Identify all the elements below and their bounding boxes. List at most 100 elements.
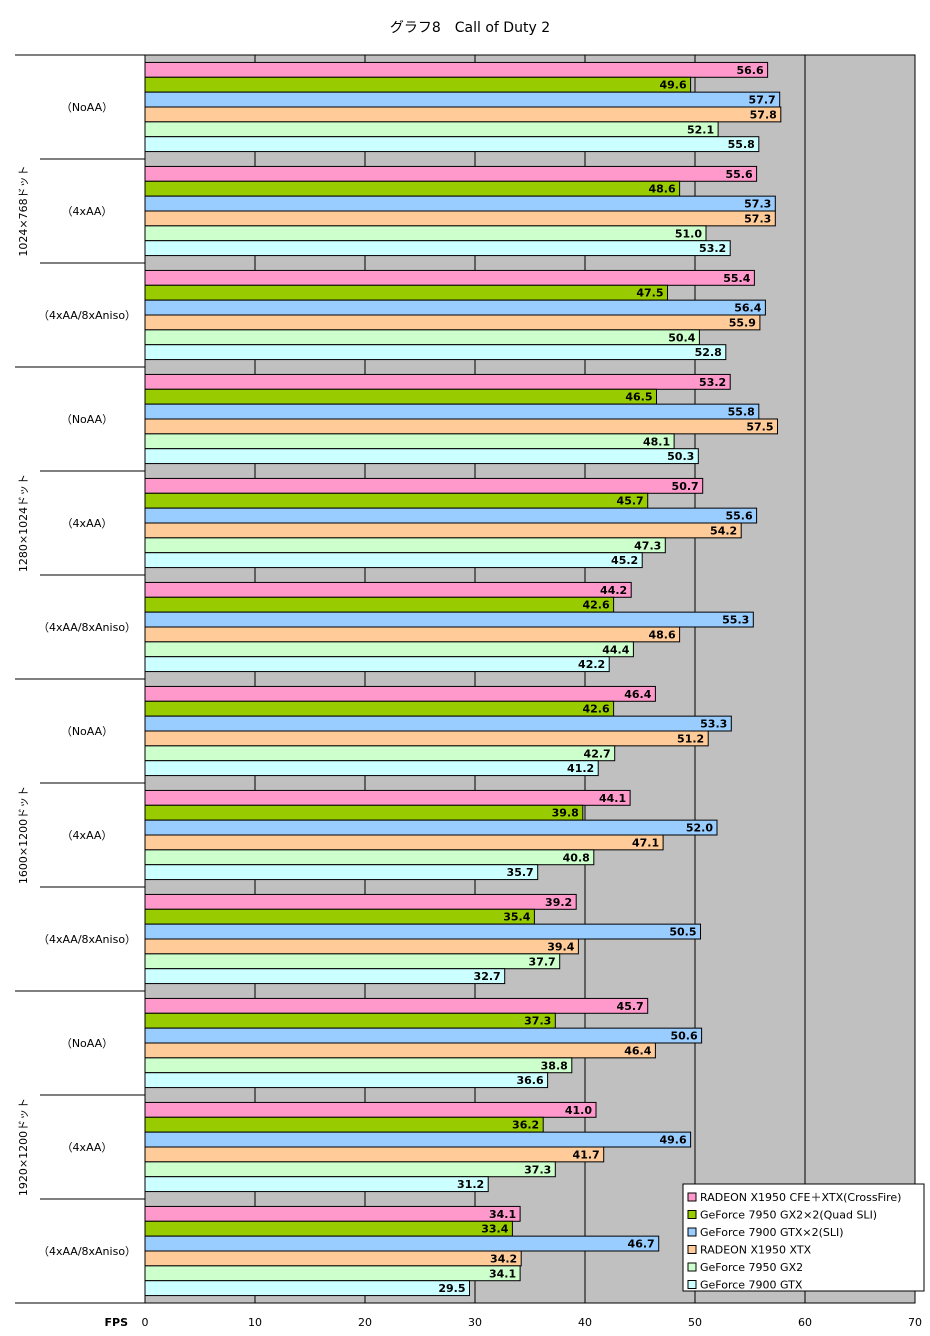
- data-label: 46.5: [625, 391, 652, 404]
- bar: [144, 715, 732, 732]
- bar: [144, 299, 766, 316]
- bar: [144, 448, 699, 465]
- legend-swatch: [687, 1262, 697, 1272]
- bar: [144, 210, 776, 227]
- category-labels: 1024×768ドット （NoAA） （4xAA） （4xAA/8xAniso） 128…: [15, 54, 145, 1304]
- bar: [144, 403, 760, 420]
- legend-swatch: [687, 1280, 697, 1289]
- data-label: 42.6: [582, 599, 609, 612]
- bar: [144, 700, 615, 717]
- bar: [144, 893, 577, 910]
- condition-label: （4xAA/8xAniso）: [38, 933, 136, 946]
- legend-swatch: [687, 1192, 697, 1202]
- bar: [144, 1057, 573, 1074]
- data-label: 46.4: [624, 1044, 651, 1057]
- plot-background: [144, 54, 916, 1304]
- bar: [144, 1101, 597, 1118]
- condition-label: （4xAA）: [62, 517, 113, 530]
- data-label: 56.6: [736, 64, 763, 77]
- data-label: 36.6: [516, 1074, 543, 1087]
- data-label: 34.2: [490, 1252, 517, 1265]
- bar: [144, 1250, 522, 1267]
- data-label: 50.5: [669, 926, 696, 939]
- data-label: 57.3: [744, 212, 771, 225]
- bar: [144, 329, 700, 346]
- data-label: 35.4: [503, 911, 530, 924]
- bar: [144, 685, 656, 702]
- bar: [144, 968, 506, 985]
- data-label: 35.7: [507, 866, 534, 879]
- data-label: 37.3: [524, 1015, 551, 1028]
- data-label: 47.5: [636, 287, 663, 300]
- bar: [144, 269, 755, 286]
- data-label: 42.7: [584, 747, 611, 760]
- data-label: 57.7: [749, 94, 776, 107]
- data-label: 51.0: [675, 227, 702, 240]
- data-label: 46.4: [624, 688, 651, 701]
- bar: [144, 656, 610, 673]
- bar: [144, 745, 616, 762]
- data-label: 52.0: [686, 822, 713, 835]
- data-label: 55.4: [723, 272, 750, 285]
- x-tick-label: 50: [688, 1316, 702, 1329]
- bar: [144, 136, 760, 153]
- chart-title: グラフ8 Call of Duty 2: [390, 20, 550, 36]
- data-label: 51.2: [677, 732, 704, 745]
- condition-label: （4xAA/8xAniso）: [38, 309, 136, 322]
- condition-label: （4xAA/8xAniso）: [38, 621, 136, 634]
- legend-swatch: [687, 1245, 697, 1254]
- bar: [144, 997, 649, 1014]
- data-label: 41.0: [565, 1104, 592, 1117]
- bar: [144, 1012, 556, 1029]
- bar: [144, 552, 643, 569]
- x-axis: 0 10 20 30 40 50 60 70: [142, 1316, 923, 1329]
- bar: [144, 596, 615, 613]
- data-label: 57.3: [744, 198, 771, 211]
- resolution-label: 1600×1200ドット: [17, 786, 30, 884]
- x-tick-label: 10: [248, 1316, 262, 1329]
- bar: [144, 938, 579, 955]
- data-label: 45.7: [617, 495, 644, 508]
- bar: [144, 760, 599, 777]
- data-label: 36.2: [512, 1119, 539, 1132]
- legend-label: GeForce 7900 GTX: [700, 1279, 803, 1292]
- data-label: 57.5: [746, 420, 773, 433]
- legend-label: RADEON X1950 XTX: [700, 1244, 812, 1257]
- data-label: 55.6: [725, 510, 752, 523]
- data-label: 56.4: [734, 302, 761, 315]
- condition-label: （4xAA）: [62, 1141, 113, 1154]
- bar: [144, 1280, 470, 1297]
- bars: 56.6 49.6 57.757.8 52.1 55.8 55.6 48.6 57.357.3…: [144, 61, 782, 1297]
- legend-label: GeForce 7950 GX2: [700, 1261, 803, 1274]
- condition-label: （NoAA）: [61, 1037, 113, 1050]
- data-label: 34.1: [489, 1267, 516, 1280]
- bar: [144, 1161, 556, 1178]
- x-tick-label: 70: [908, 1316, 922, 1329]
- data-label: 39.2: [545, 896, 572, 909]
- bar: [144, 388, 657, 405]
- condition-label: （4xAA/8xAniso）: [38, 1245, 136, 1258]
- data-label: 32.7: [474, 970, 501, 983]
- data-label: 57.8: [750, 108, 777, 121]
- data-label: 50.7: [672, 480, 699, 493]
- data-label: 55.8: [728, 138, 755, 151]
- bar: [144, 1072, 549, 1089]
- data-label: 53.2: [699, 376, 726, 389]
- bar: [144, 581, 632, 598]
- bar: [144, 1220, 513, 1237]
- bar: [144, 1176, 489, 1193]
- data-label: 47.3: [634, 539, 661, 552]
- bar: [144, 953, 561, 970]
- bar: [144, 76, 692, 93]
- resolution-label: 1920×1200ドット: [17, 1098, 30, 1196]
- bar: [144, 1116, 544, 1133]
- bar: [144, 1205, 521, 1222]
- data-label: 48.6: [648, 628, 675, 641]
- condition-label: （4xAA）: [62, 205, 113, 218]
- data-label: 42.2: [578, 658, 605, 671]
- data-label: 44.2: [600, 584, 627, 597]
- bar: [144, 864, 539, 881]
- bar: [144, 730, 709, 747]
- x-axis-label: FPS: [105, 1316, 129, 1329]
